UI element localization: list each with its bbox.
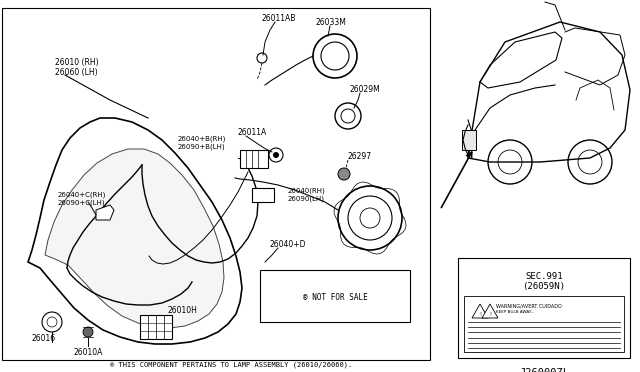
Circle shape	[83, 327, 93, 337]
Bar	[260, 270, 410, 322]
Text: KEEP BULB AWAY...: KEEP BULB AWAY...	[496, 310, 534, 314]
Polygon shape	[482, 304, 498, 318]
Bar	[464, 296, 624, 352]
Bar	[252, 188, 274, 202]
Text: 26090+C(LH): 26090+C(LH)	[58, 200, 106, 206]
Text: !: !	[489, 311, 491, 317]
Text: 26090(LH): 26090(LH)	[288, 196, 325, 202]
Circle shape	[338, 168, 350, 180]
Text: 26011A: 26011A	[238, 128, 268, 137]
Text: 26033M: 26033M	[316, 18, 347, 27]
Text: 26011AB: 26011AB	[262, 14, 296, 23]
Polygon shape	[45, 149, 224, 328]
Polygon shape	[96, 205, 114, 220]
Text: 26010H: 26010H	[168, 306, 198, 315]
Text: 26029M: 26029M	[350, 85, 381, 94]
Text: WARNING/AVERT CUIDADO: WARNING/AVERT CUIDADO	[496, 304, 562, 309]
Text: 26040(RH): 26040(RH)	[288, 188, 326, 195]
Text: ® THIS COMPONENT PERTAINS TO LAMP ASSEMBLY (26010/26060).: ® THIS COMPONENT PERTAINS TO LAMP ASSEMB…	[110, 361, 352, 368]
Text: 26010 (RH): 26010 (RH)	[55, 58, 99, 67]
Text: 26040+B(RH): 26040+B(RH)	[178, 136, 227, 142]
Text: 26010A: 26010A	[74, 348, 104, 357]
Bar	[140, 315, 172, 339]
Text: !: !	[479, 311, 481, 317]
Text: J26000ZL: J26000ZL	[519, 368, 569, 372]
Text: 26016: 26016	[32, 334, 56, 343]
Bar	[462, 130, 476, 150]
Bar	[240, 150, 268, 168]
Polygon shape	[472, 304, 488, 318]
Circle shape	[273, 152, 279, 158]
Text: 26297: 26297	[348, 152, 372, 161]
Text: SEC.991
(26059N): SEC.991 (26059N)	[522, 272, 566, 291]
Text: 26090+B(LH): 26090+B(LH)	[178, 144, 226, 151]
Bar	[458, 258, 630, 358]
Polygon shape	[28, 118, 242, 344]
Text: 26040+C(RH): 26040+C(RH)	[58, 192, 106, 199]
Bar	[2, 8, 430, 360]
Text: ® NOT FOR SALE: ® NOT FOR SALE	[303, 294, 367, 302]
Text: 26040+D: 26040+D	[270, 240, 307, 249]
Text: 26060 (LH): 26060 (LH)	[55, 68, 98, 77]
